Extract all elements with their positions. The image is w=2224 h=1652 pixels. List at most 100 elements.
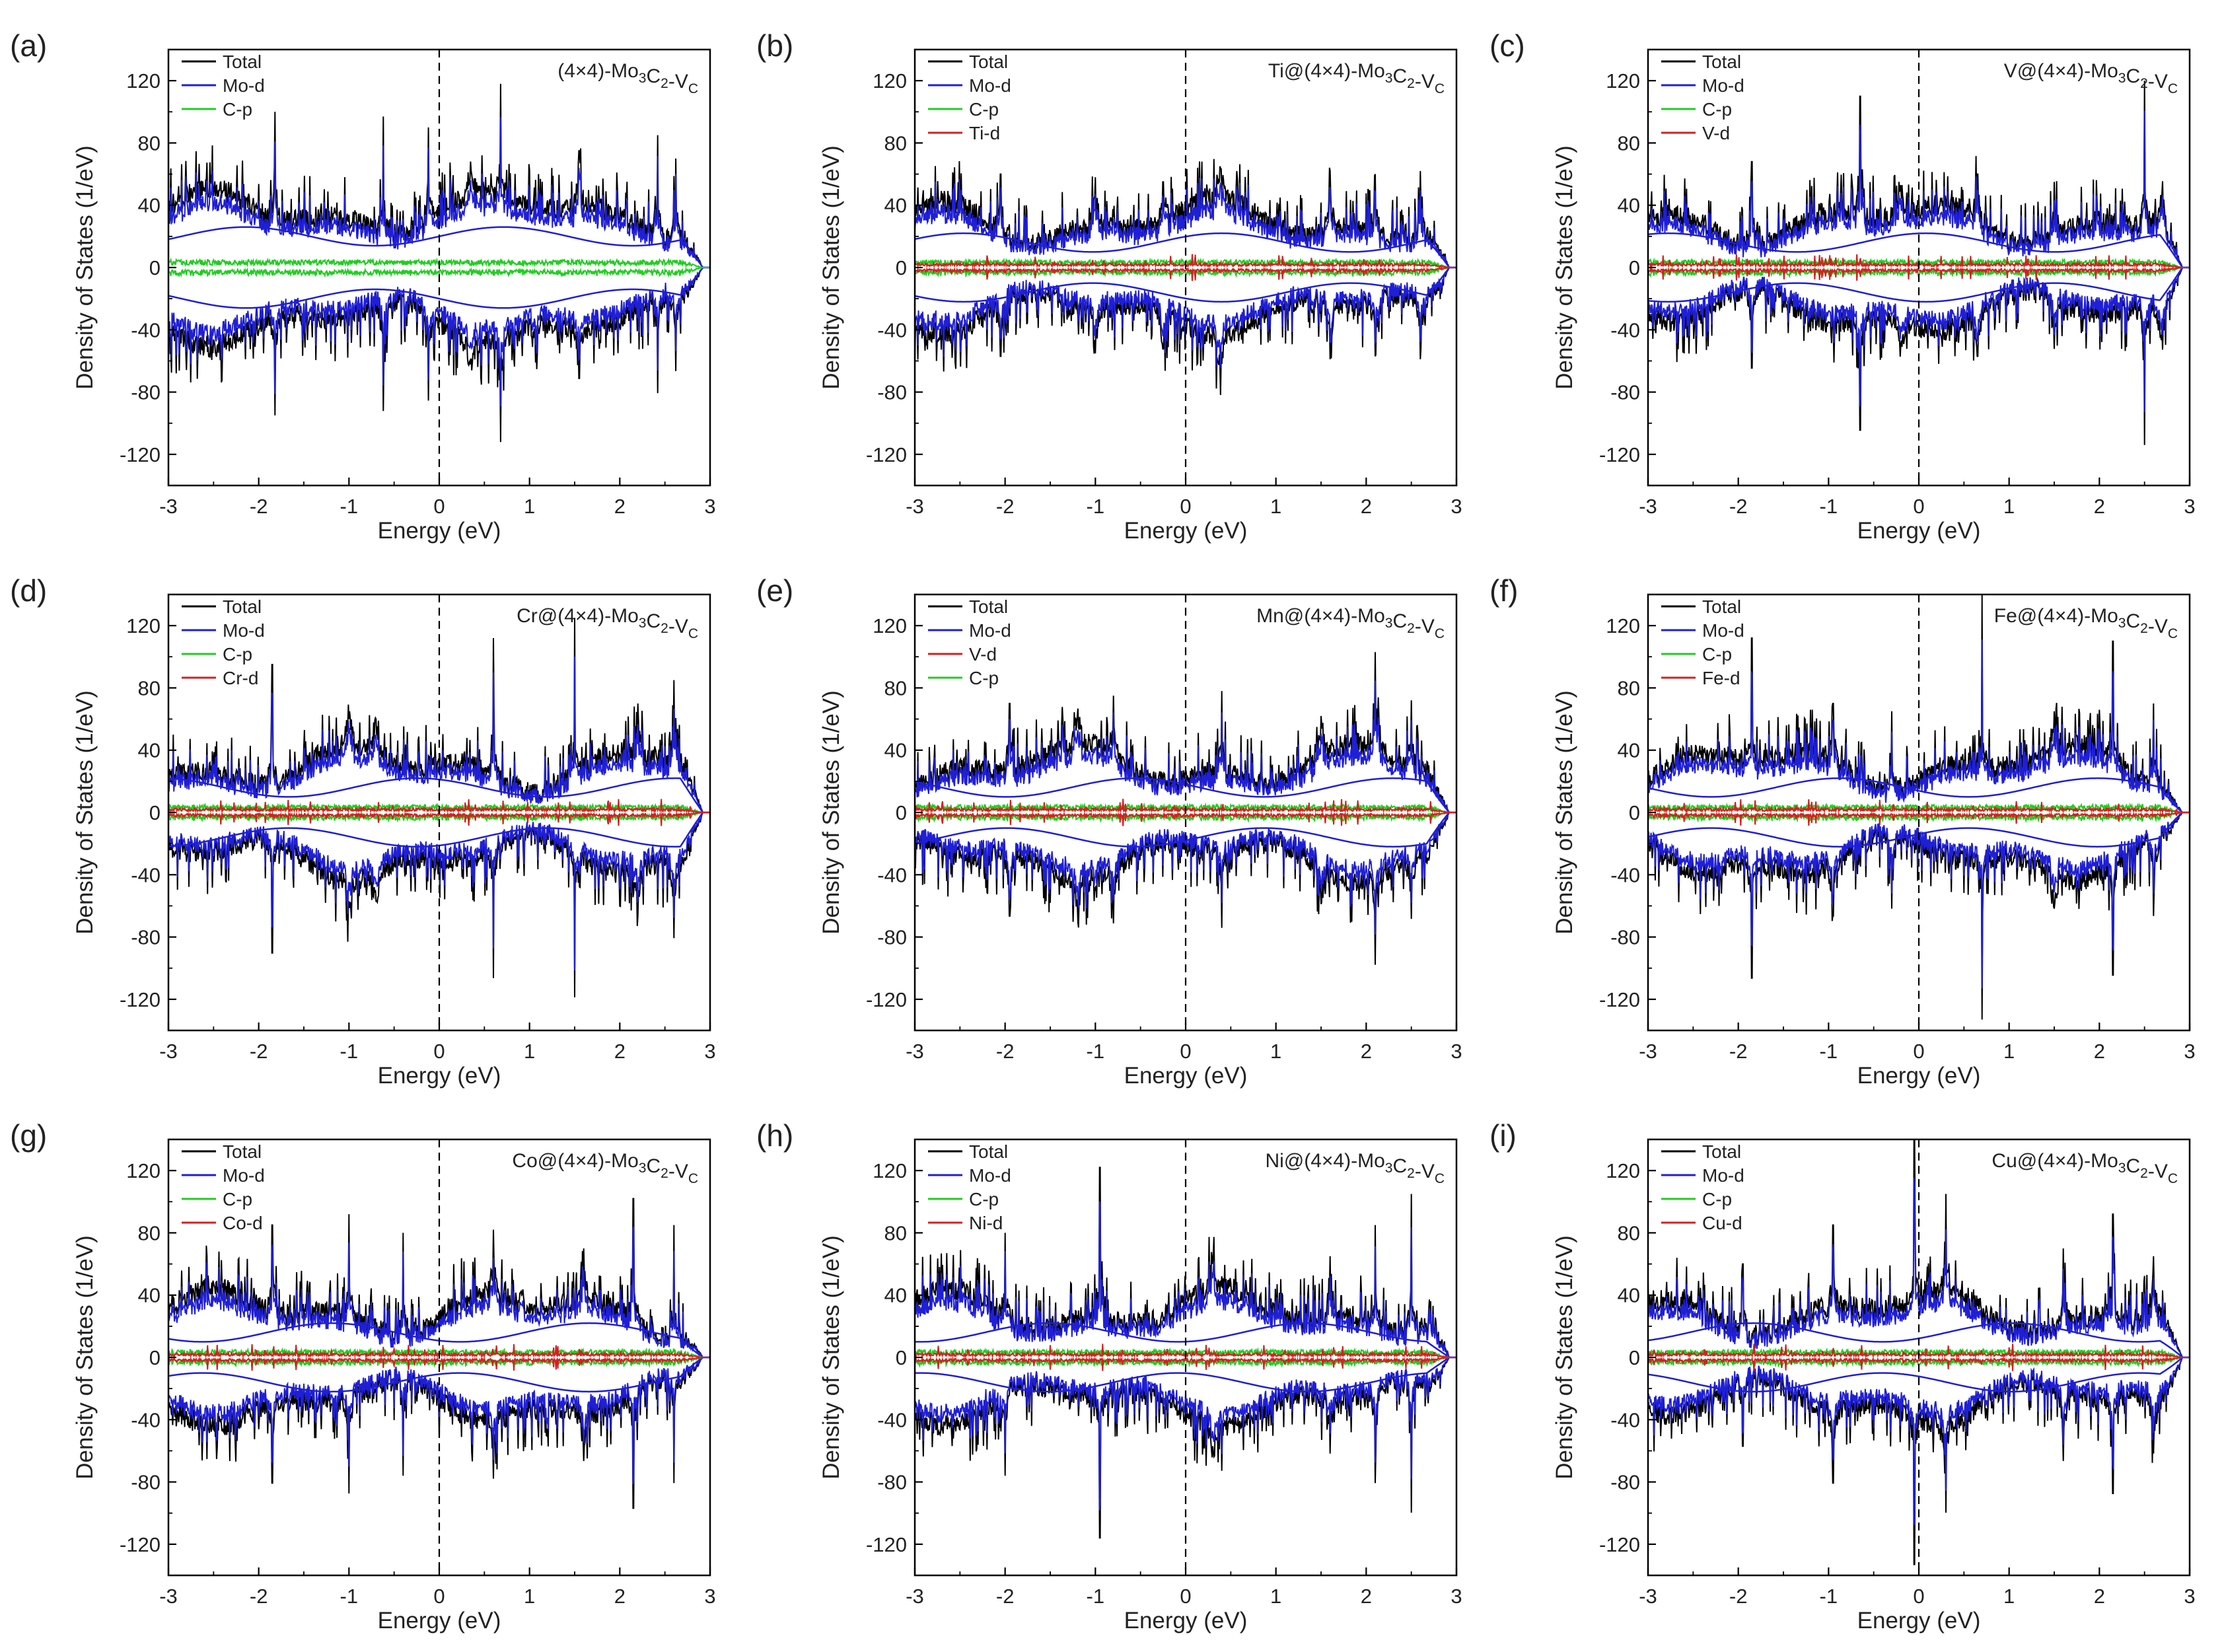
mo-d-spin-up-line <box>914 1201 1456 1358</box>
x-tick-label: -1 <box>1087 495 1105 518</box>
y-tick-label: -120 <box>1599 443 1640 466</box>
legend-entry: Mo-d <box>223 75 265 96</box>
panel-title: Cr@(4×4)-Mo3C2-VC <box>517 605 698 641</box>
y-tick-label: -40 <box>1610 1408 1640 1431</box>
y-tick-label: 40 <box>884 194 907 217</box>
y-tick-label: 0 <box>896 1346 907 1369</box>
x-tick-label: -1 <box>340 495 359 518</box>
legend: Total Mo-d C-p Co-d <box>182 1141 265 1233</box>
y-tick-label: -120 <box>120 1533 161 1556</box>
y-tick-label: 40 <box>138 194 161 217</box>
y-tick-label: -40 <box>877 1408 907 1431</box>
y-tick-label: 80 <box>1618 131 1640 155</box>
legend: Total Mo-d C-p Fe-d <box>1661 596 1744 688</box>
panel-title: Fe@(4×4)-Mo3C2-VC <box>1994 605 2178 641</box>
mo-d-smoothed-down-line <box>168 1356 710 1393</box>
x-axis-label: Energy (eV) <box>378 1063 501 1089</box>
x-axis-label: Energy (eV) <box>1857 1063 1981 1089</box>
x-axis-label: Energy (eV) <box>378 1608 501 1634</box>
panel-label: (d) <box>10 573 47 608</box>
panel-d: (d) 120 80 40 0 -40 -80 -120 -3 -2 -1 0 1 2 3 Energy (e… <box>10 573 716 1089</box>
panel-h: (h) 120 80 40 0 -40 -80 -120 -3 -2 -1 0 1 2 3 Energy (e… <box>756 1118 1462 1634</box>
panel-title: Ni@(4×4)-Mo3C2-VC <box>1265 1150 1445 1186</box>
y-tick-label: -120 <box>866 988 907 1011</box>
x-tick-label: 0 <box>433 1040 445 1063</box>
legend-entry: Cr-d <box>223 668 258 688</box>
legend-entry: C-p <box>223 1189 252 1209</box>
legend: Total Mo-d V-d C-p <box>928 596 1011 688</box>
dopant-d-spin-down-line <box>168 1356 710 1371</box>
panel-g: (g) 120 80 40 0 -40 -80 -120 -3 -2 -1 0 1 2 3 Energy (e… <box>10 1118 716 1634</box>
x-tick-label: -2 <box>1729 1585 1748 1608</box>
panel-f: (f) 120 80 40 0 -40 -80 -120 -3 -2 -1 0 1 2 3 Energy (e… <box>1489 573 2196 1089</box>
y-tick-label: 0 <box>149 256 161 279</box>
legend-entry: C-p <box>1702 644 1732 664</box>
x-tick-label: 2 <box>1361 495 1372 518</box>
y-tick-label: 40 <box>1618 739 1640 762</box>
dopant-d-spin-down-line <box>914 1356 1456 1371</box>
x-tick-label: -3 <box>159 1040 178 1063</box>
x-tick-label: 3 <box>704 1585 715 1608</box>
panel-i: (i) 120 80 40 0 -40 -80 -120 -3 -2 -1 0 1 2 3 Energy (e… <box>1489 1118 2196 1634</box>
x-tick-label: 0 <box>1180 1040 1191 1063</box>
x-tick-label: 0 <box>1913 1040 1924 1063</box>
mo-d-spin-down-line <box>168 267 710 407</box>
y-tick-label: 40 <box>1618 1284 1640 1307</box>
y-tick-label: 0 <box>1629 801 1640 824</box>
legend-entry: Total <box>969 52 1008 72</box>
panel-label: (e) <box>756 573 793 608</box>
y-tick-label: -40 <box>877 318 907 341</box>
x-tick-label: 2 <box>1361 1585 1372 1608</box>
x-tick-label: 3 <box>2184 1585 2195 1608</box>
legend-entry: Total <box>1702 596 1741 617</box>
x-tick-label: 2 <box>2094 1585 2105 1608</box>
y-tick-label: -80 <box>877 381 907 404</box>
y-axis-label: Density of States (1/eV) <box>1552 1235 1577 1480</box>
y-tick-label: -120 <box>866 1533 907 1556</box>
x-tick-label: 0 <box>1913 1585 1924 1608</box>
y-tick-label: 80 <box>1618 1221 1640 1244</box>
x-tick-label: 3 <box>1451 1040 1462 1063</box>
x-tick-label: 1 <box>2003 1585 2015 1608</box>
y-tick-label: 120 <box>1606 614 1640 637</box>
y-tick-label: 120 <box>126 614 161 637</box>
legend-entry: Total <box>223 52 262 72</box>
legend-entry: Total <box>223 596 262 617</box>
legend-entry: Total <box>1702 1141 1741 1162</box>
y-tick-label: 0 <box>149 1346 161 1369</box>
legend-entry: C-p <box>1702 1189 1732 1209</box>
x-tick-label: 3 <box>1451 1585 1462 1608</box>
y-tick-label: 40 <box>138 739 161 762</box>
dopant-d-spin-down-line <box>1647 1355 2190 1371</box>
legend-entry: Mo-d <box>1702 620 1744 641</box>
legend-entry: Co-d <box>223 1213 263 1233</box>
x-tick-label: 0 <box>433 495 445 518</box>
mo-d-spin-up-line <box>1647 1178 2190 1358</box>
dopant-d-spin-down-line <box>1647 811 2190 826</box>
legend-entry: V-d <box>1702 123 1730 143</box>
x-tick-label: 3 <box>1451 495 1462 518</box>
legend: Total Mo-d C-p Ti-d <box>928 52 1011 143</box>
x-tick-label: 2 <box>1361 1040 1372 1063</box>
x-axis-label: Energy (eV) <box>1857 1608 1981 1634</box>
mo-d-spin-down-line <box>914 812 1456 935</box>
x-tick-label: -1 <box>340 1040 359 1063</box>
panel-e: (e) 120 80 40 0 -40 -80 -120 -3 -2 -1 0 1 2 3 Energy (e… <box>756 573 1462 1089</box>
y-axis-label: Density of States (1/eV) <box>818 1235 844 1480</box>
panel-title: V@(4×4)-Mo3C2-VC <box>2004 60 2178 96</box>
x-tick-label: 3 <box>2184 1040 2195 1063</box>
y-tick-label: -80 <box>877 1471 907 1494</box>
x-tick-label: -1 <box>340 1585 359 1608</box>
y-axis-label: Density of States (1/eV) <box>818 145 844 390</box>
panel-title: Co@(4×4)-Mo3C2-VC <box>512 1150 698 1186</box>
legend-entry: Ti-d <box>969 123 1000 143</box>
x-tick-label: -3 <box>906 495 924 518</box>
mo-d-smoothed-up-line <box>1647 777 2190 814</box>
mo-d-spin-up-line <box>168 656 710 813</box>
x-tick-label: -3 <box>1639 1040 1657 1063</box>
y-axis-label: Density of States (1/eV) <box>818 690 844 935</box>
mo-d-spin-up-line <box>914 680 1456 813</box>
x-tick-label: 2 <box>2094 1040 2105 1063</box>
y-tick-label: -80 <box>131 381 161 404</box>
